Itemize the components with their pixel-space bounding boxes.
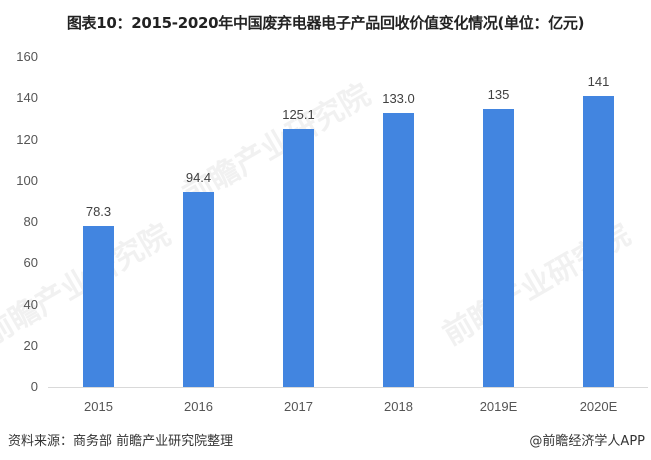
bar-value-label: 94.4 [185,170,212,186]
bar-2018 [383,112,414,387]
y-tick-label: 60 [23,255,38,271]
bar-value-label: 133.0 [382,90,415,106]
bar-value-label: 78.3 [85,203,112,219]
chart-title: 图表10：2015-2020年中国废弃电器电子产品回收价值变化情况(单位：亿元) [66,14,585,32]
y-tick-label: 40 [23,296,38,312]
bar-value-label: 125.1 [282,106,315,122]
x-tick-label: 2020E [579,399,618,414]
y-tick-label: 0 [30,379,38,394]
x-tick-label: 2016 [184,399,213,414]
y-tick-label: 80 [23,214,38,229]
bar-2019E [483,108,514,387]
bar-2020E [583,96,614,387]
y-tick-label: 120 [16,131,38,147]
bar-value-label: 141 [587,74,610,90]
y-tick-label: 20 [23,337,38,353]
x-tick-label: 2018 [384,399,413,414]
x-tick-label: 2015 [84,399,113,414]
x-tick-label: 2019E [479,399,518,414]
bar-2015 [83,225,114,387]
bar-2016 [183,192,214,387]
credit-text: @前瞻经济学人APP [529,434,645,449]
bar-value-label: 135 [487,86,510,102]
x-tick-label: 2017 [284,399,313,414]
source-note: 资料来源：商务部 前瞻产业研究院整理 [8,434,234,449]
x-axis-line [48,387,648,388]
y-tick-label: 160 [16,49,38,64]
bar-2017 [283,128,314,387]
y-tick-label: 140 [16,90,38,106]
y-tick-label: 100 [16,172,38,188]
